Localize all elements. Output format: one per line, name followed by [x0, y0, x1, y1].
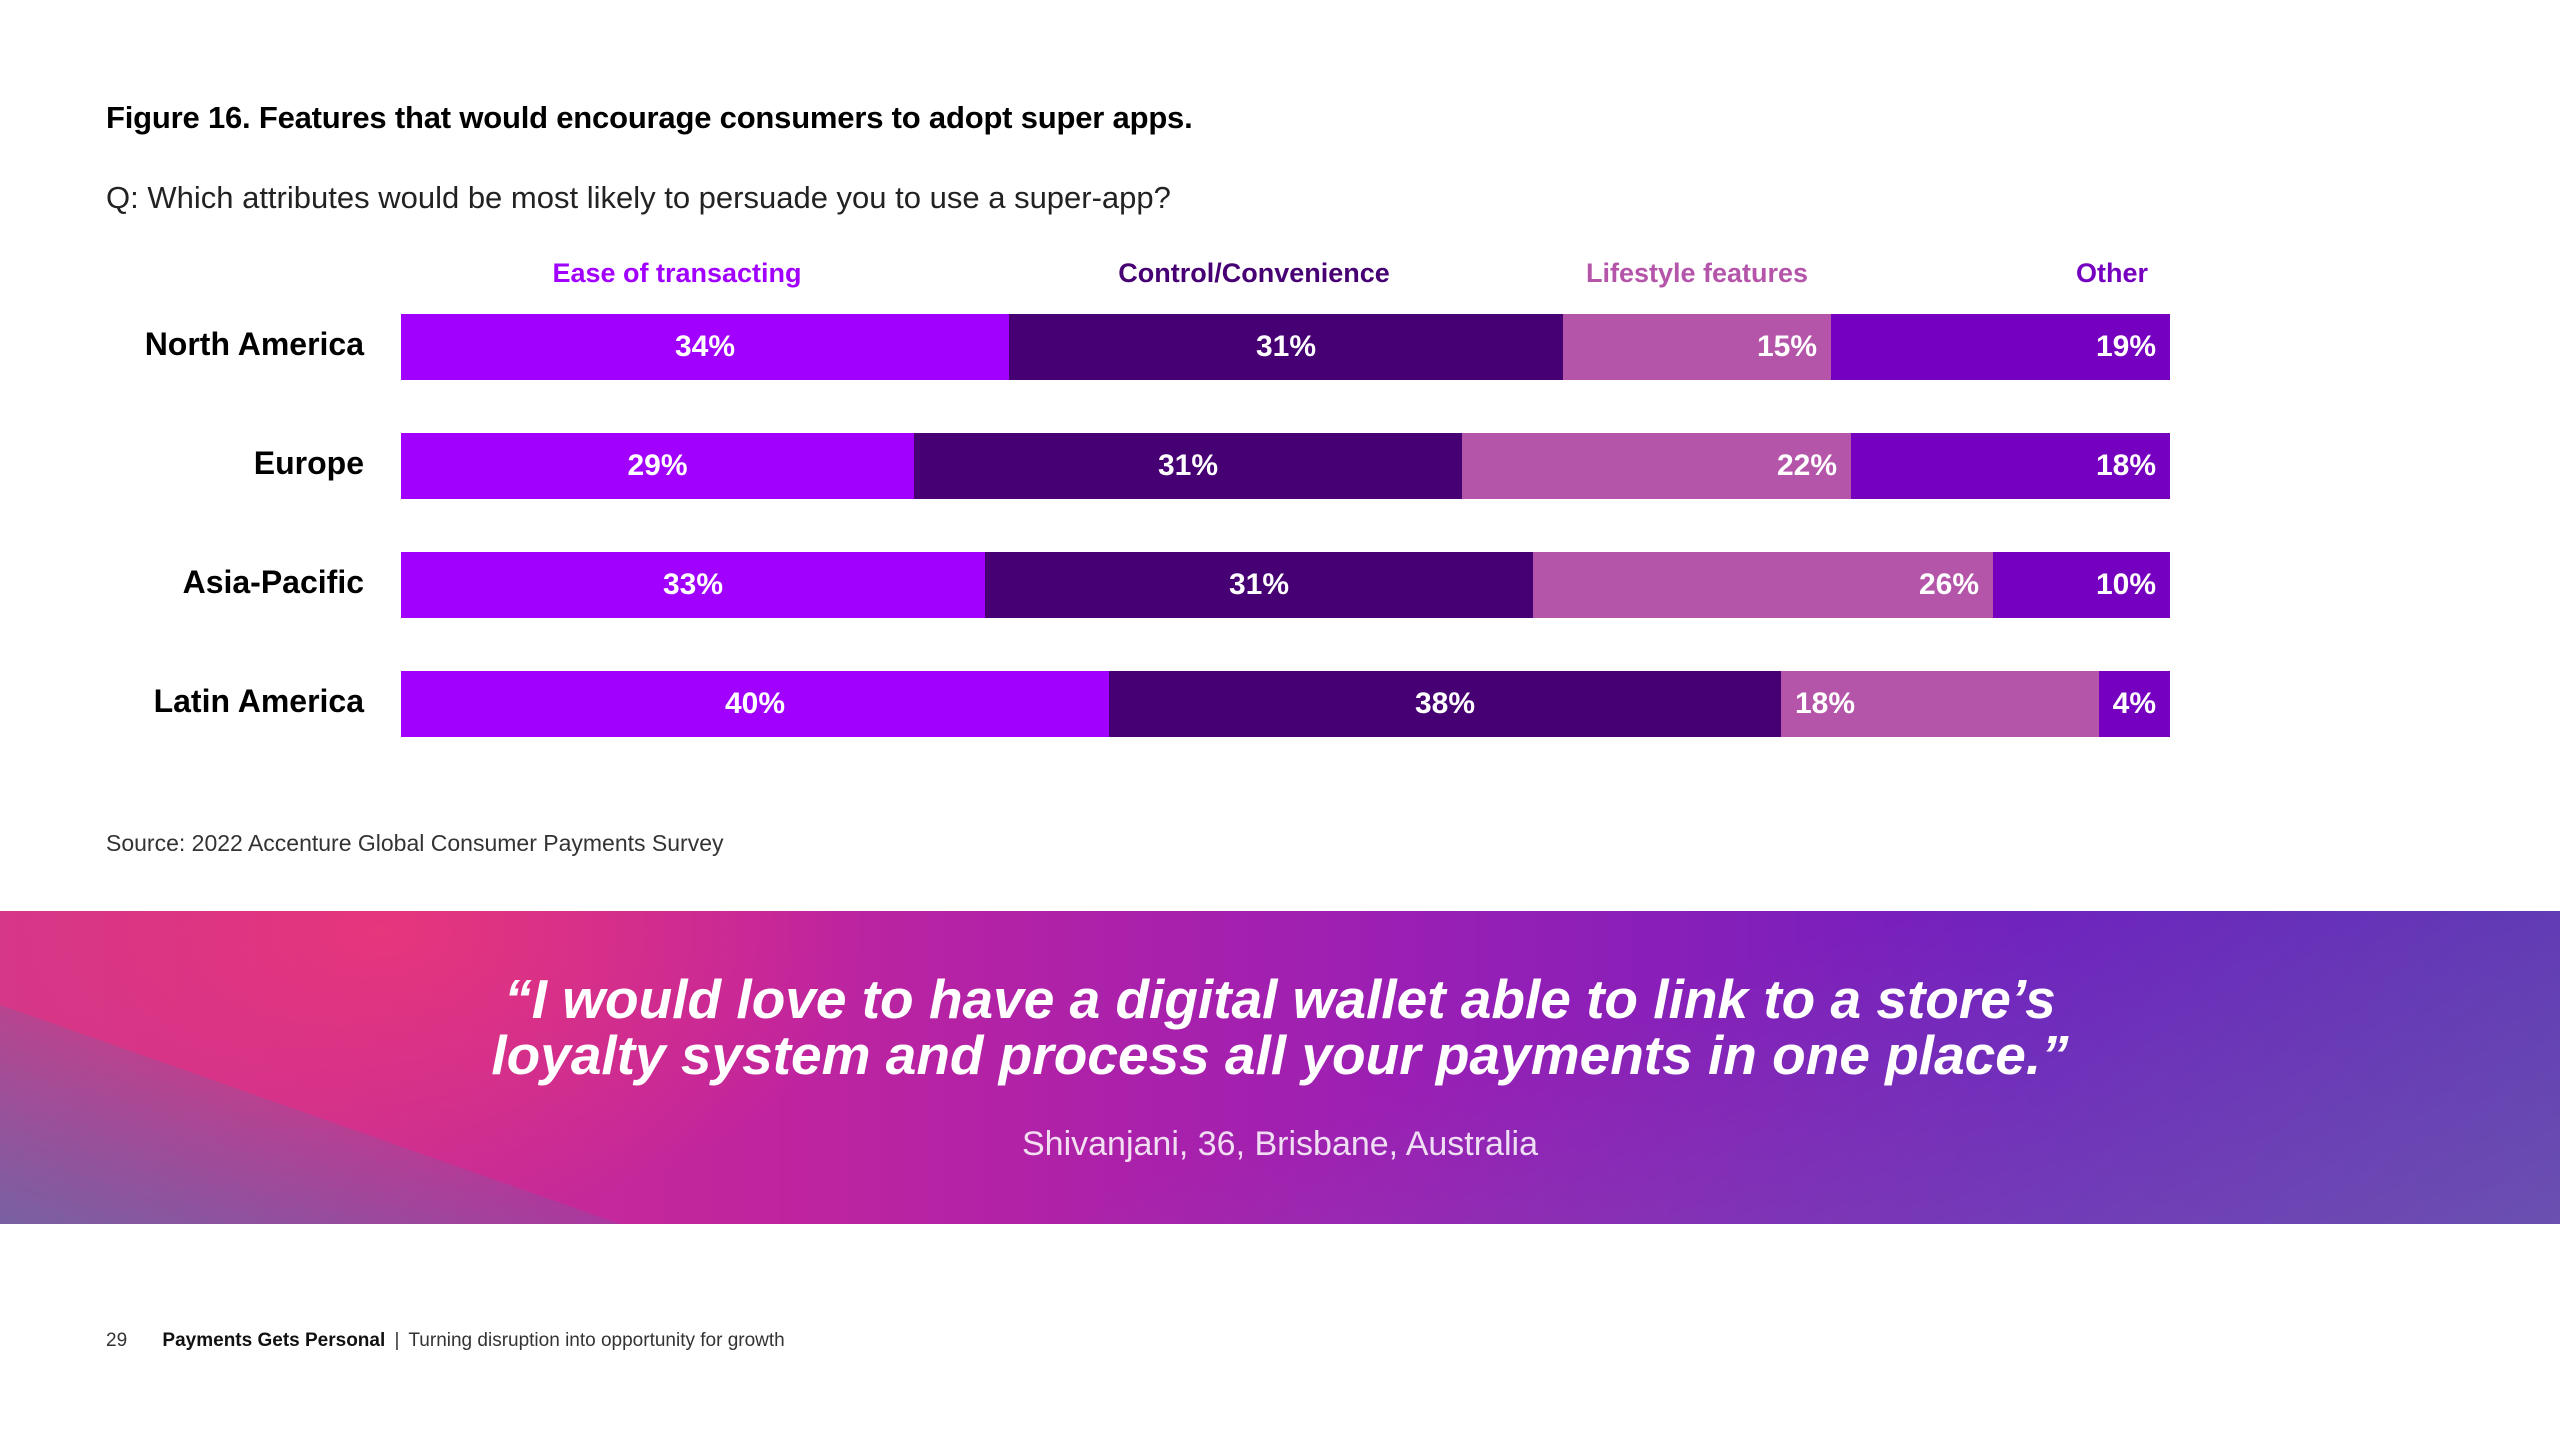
- legend-lifestyle-features: Lifestyle features: [1585, 258, 1809, 288]
- legend-other: Other: [2075, 258, 2149, 288]
- legend-ease-of-transacting: Ease of transacting: [552, 258, 802, 288]
- data-label: 22%: [1776, 449, 1837, 482]
- bar-segment: 29%: [401, 433, 914, 499]
- data-label: 40%: [724, 687, 786, 720]
- row-label-north-america: North America: [144, 326, 364, 362]
- footer-separator: |: [394, 1330, 400, 1351]
- bar-segment: 34%: [401, 314, 1009, 380]
- data-label: 29%: [627, 449, 688, 482]
- source-note: Source: 2022 Accenture Global Consumer P…: [106, 830, 724, 856]
- bar-segment: 18%: [1781, 671, 2099, 737]
- bar-segment: 22%: [1462, 433, 1851, 499]
- bar-segment: 38%: [1109, 671, 1781, 737]
- bar-row: 40% 38% 18% 4%: [401, 671, 2170, 737]
- row-label-latin-america: Latin America: [153, 683, 364, 719]
- quote-line-2: loyalty system and process all your paym…: [491, 1024, 2069, 1086]
- publication-subtitle: Turning disruption into opportunity for …: [408, 1330, 785, 1351]
- data-label: 33%: [662, 568, 724, 601]
- survey-question: Q: Which attributes would be most likely…: [106, 180, 1171, 215]
- bar-segment: 15%: [1563, 314, 1831, 380]
- data-label: 34%: [674, 330, 736, 363]
- row-label-europe: Europe: [253, 445, 364, 481]
- customer-quote: “I would love to have a digital wallet a…: [0, 971, 2560, 1083]
- bar-segment: 33%: [401, 552, 985, 618]
- bar-segment: 10%: [1993, 552, 2170, 618]
- data-label: 15%: [1756, 330, 1817, 363]
- bar-segment: 40%: [401, 671, 1109, 737]
- bar-row: 33% 31% 26% 10%: [401, 552, 2170, 618]
- bar-row: 34% 31% 15% 19%: [401, 314, 2170, 380]
- bar-segment: 19%: [1831, 314, 2170, 380]
- data-label: 31%: [1157, 449, 1219, 482]
- quote-banner: “I would love to have a digital wallet a…: [0, 911, 2560, 1224]
- publication-title: Payments Gets Personal: [162, 1330, 386, 1351]
- bar-segment: 4%: [2099, 671, 2170, 737]
- bar-row: 29% 31% 22% 18%: [401, 433, 2170, 499]
- data-label: 18%: [1795, 687, 1856, 720]
- data-label: 18%: [2095, 449, 2156, 482]
- data-label: 31%: [1228, 568, 1290, 601]
- data-label: 4%: [2112, 687, 2156, 720]
- bar-segment: 18%: [1851, 433, 2170, 499]
- bar-segment: 31%: [1009, 314, 1563, 380]
- data-label: 26%: [1918, 568, 1979, 601]
- data-label: 10%: [2095, 568, 2156, 601]
- data-label: 31%: [1255, 330, 1317, 363]
- data-label: 19%: [2095, 330, 2156, 363]
- bar-segment: 31%: [985, 552, 1533, 618]
- quote-attribution: Shivanjani, 36, Brisbane, Australia: [1022, 1125, 1538, 1163]
- data-label: 38%: [1414, 687, 1476, 720]
- bar-segment: 31%: [914, 433, 1462, 499]
- legend-control-convenience: Control/Convenience: [1118, 258, 1390, 288]
- quote-line-1: “I would love to have a digital wallet a…: [504, 968, 2056, 1030]
- page-number: 29: [106, 1330, 128, 1351]
- page-footer: 29 Payments Gets Personal | Turning disr…: [106, 1330, 785, 1352]
- bar-segment: 26%: [1533, 552, 1993, 618]
- figure-title: Figure 16. Features that would encourage…: [106, 100, 1193, 135]
- row-label-asia-pacific: Asia-Pacific: [182, 564, 364, 600]
